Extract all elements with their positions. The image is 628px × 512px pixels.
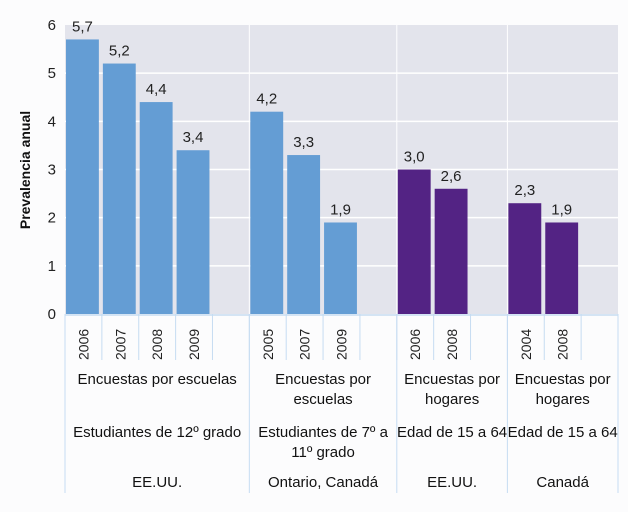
group-survey-label: Encuestas por hogares [404, 371, 501, 408]
group-country-label: Canadá [536, 474, 589, 491]
y-axis-label: Prevalencia anual [17, 111, 33, 229]
y-tick-label: 1 [48, 258, 56, 275]
x-tick-label: 2008 [444, 329, 460, 360]
bar [508, 203, 542, 314]
group-population-label: Estudiantes de 7º a 11º grado [258, 424, 388, 461]
x-tick-label: 2006 [75, 329, 91, 360]
group-country-label: Ontario, Canadá [268, 474, 379, 491]
data-label: 1,9 [330, 201, 351, 218]
bars [66, 39, 579, 315]
group-survey-label: Encuestas por escuelas [77, 371, 237, 388]
group-country-label: EE.UU. [132, 474, 183, 491]
x-tick-label: 2006 [407, 329, 423, 360]
x-axis-categories: 2006 2007 2008 2009 2005 2007 2009 2006 2008 2004… [64, 314, 619, 493]
x-tick-label: 2009 [334, 329, 350, 360]
data-label: 2,6 [441, 168, 462, 185]
bar [176, 150, 210, 314]
group-population-label: Edad de 15 a 64 [397, 424, 508, 441]
x-tick-label: 2007 [297, 329, 313, 360]
bar [397, 169, 431, 314]
group-country-label: EE.UU. [427, 474, 478, 491]
bar [102, 63, 136, 315]
y-axis-ticks: 0 1 2 3 4 5 6 [48, 17, 56, 323]
y-tick-label: 2 [48, 210, 56, 227]
data-labels: 5,7 5,2 4,4 3,4 4,2 3,3 1,9 3,0 2,6 2,3 1,9 [72, 18, 572, 218]
y-tick-label: 6 [48, 17, 56, 34]
bar [250, 111, 284, 314]
group-survey-label: Encuestas por escuelas [275, 371, 371, 408]
data-label: 1,9 [551, 201, 572, 218]
x-tick-label: 2007 [112, 329, 128, 360]
data-label: 3,3 [293, 134, 314, 151]
bar [434, 188, 468, 314]
x-tick-label: 2008 [555, 329, 571, 360]
bar [66, 39, 99, 314]
x-tick-label: 2009 [186, 329, 202, 360]
x-tick-label: 2004 [518, 329, 534, 360]
group-population-label: Estudiantes de 12º grado [73, 424, 242, 441]
bar [287, 155, 321, 314]
data-label: 4,2 [256, 91, 277, 108]
y-tick-label: 5 [48, 65, 56, 82]
data-label: 5,7 [72, 18, 93, 35]
data-label: 3,0 [404, 149, 425, 166]
bar [324, 222, 357, 314]
data-label: 3,4 [183, 129, 204, 146]
y-tick-label: 0 [48, 306, 56, 323]
group-population-label: Edad de 15 a 64 [507, 424, 618, 441]
y-tick-label: 4 [48, 113, 56, 130]
group-survey-label: Encuestas por hogares [514, 371, 611, 408]
y-tick-label: 3 [48, 162, 56, 179]
data-label: 5,2 [109, 43, 130, 60]
bar [139, 102, 173, 314]
bar [545, 222, 579, 314]
x-tick-label: 2008 [149, 329, 165, 360]
data-label: 2,3 [514, 182, 535, 199]
x-tick-label: 2005 [260, 329, 276, 360]
data-label: 4,4 [146, 81, 167, 98]
